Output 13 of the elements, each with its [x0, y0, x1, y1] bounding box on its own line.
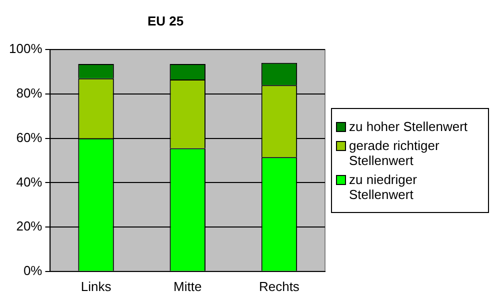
x-tick-label: Links	[80, 278, 112, 294]
y-tick-label: 60%	[16, 130, 43, 145]
y-tick-label: 40%	[16, 174, 43, 190]
y-tick-label: 0%	[23, 262, 43, 278]
legend-label: zu hoher Stellenwert	[349, 119, 468, 134]
y-tick-label: 100%	[9, 41, 43, 56]
x-tick-label: Mitte	[174, 278, 202, 294]
y-tick-label: 80%	[16, 86, 43, 101]
legend-label: gerade richtiger Stellenwert	[349, 138, 440, 168]
legend-label: zu niedriger Stellenwert	[349, 172, 418, 202]
chart-title: EU 25	[147, 13, 184, 28]
y-tick-label: 20%	[16, 218, 43, 234]
x-tick-label: Rechts	[258, 278, 300, 294]
